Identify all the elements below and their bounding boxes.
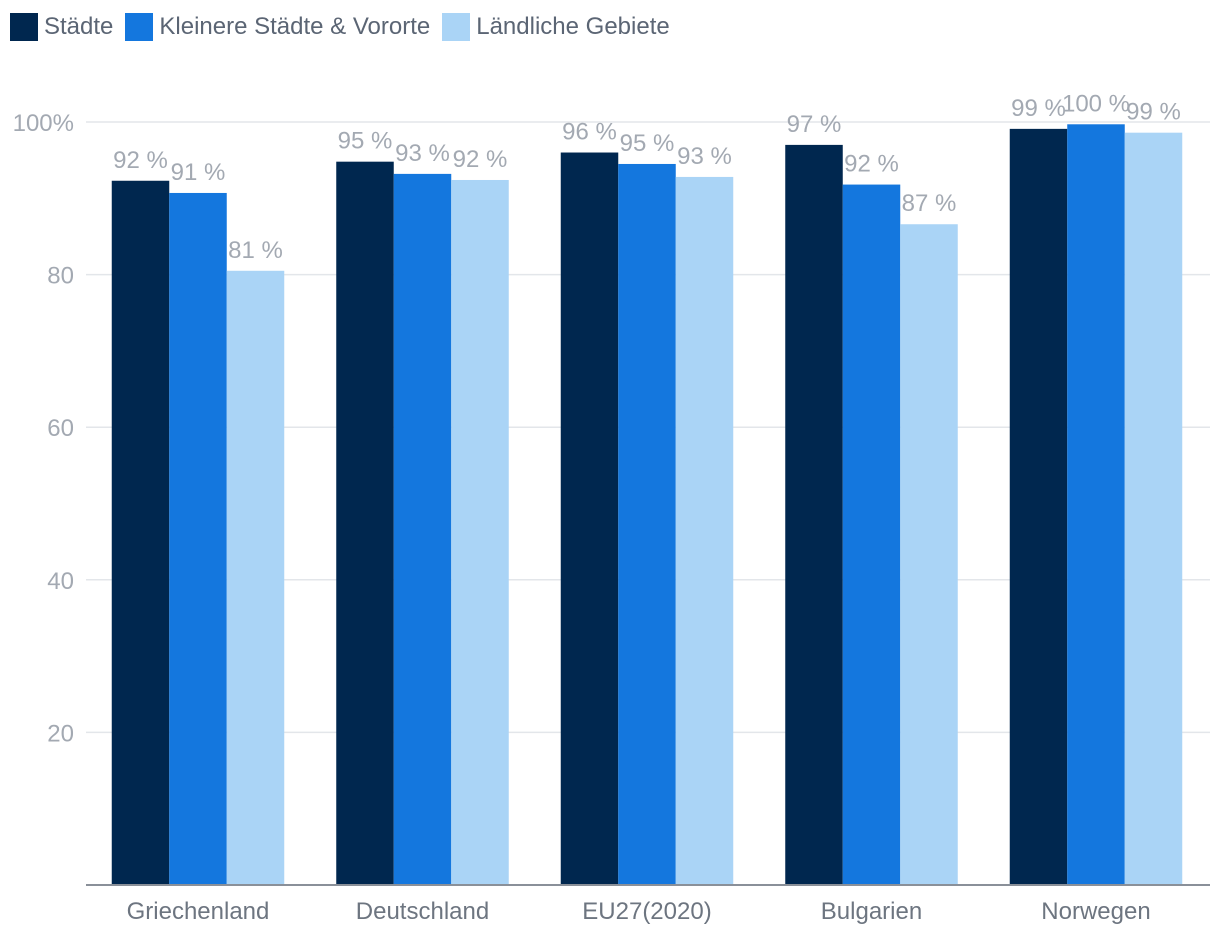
legend-label-laendliche-gebiete: Ländliche Gebiete <box>476 13 670 40</box>
data-label-2-0: 96 % <box>562 119 617 146</box>
bar-1-2 <box>451 179 509 885</box>
y-tick-label-20: 20 <box>47 720 74 747</box>
legend-swatch-laendliche-gebiete <box>442 13 471 41</box>
bar-3-1 <box>842 184 901 886</box>
legend-item-staedte[interactable]: Städte <box>10 13 113 41</box>
bar-2-2 <box>675 176 734 885</box>
legend-label-staedte: Städte <box>44 13 114 40</box>
chart-legend: Städte Kleinere Städte & Vororte Ländlic… <box>10 12 682 42</box>
bar-3-0 <box>785 144 843 885</box>
x-category-label-0: Griechenland <box>127 898 270 925</box>
data-label-1-2: 92 % <box>453 146 508 173</box>
legend-item-laendliche-gebiete[interactable]: Ländliche Gebiete <box>442 13 670 41</box>
bar-2-1 <box>618 163 676 886</box>
bar-4-0 <box>1009 128 1068 885</box>
data-label-4-2: 99 % <box>1126 99 1181 126</box>
data-label-1-1: 93 % <box>395 140 450 167</box>
legend-item-kleinere-staedte[interactable]: Kleinere Städte & Vororte <box>125 13 430 41</box>
legend-swatch-staedte <box>10 13 38 41</box>
bar-1-1 <box>393 173 452 885</box>
bar-1-0 <box>336 161 394 885</box>
bar-2-0 <box>560 152 619 885</box>
data-label-3-1: 92 % <box>844 151 899 178</box>
data-label-2-2: 93 % <box>677 143 732 170</box>
x-category-label-4: Norwegen <box>1041 898 1150 925</box>
bar-0-1 <box>169 192 227 886</box>
bar-4-1 <box>1067 124 1125 885</box>
y-tick-label-100: 100% <box>13 110 74 137</box>
data-label-0-0: 92 % <box>113 147 168 174</box>
data-label-4-1: 100 % <box>1062 90 1130 117</box>
x-category-label-3: Bulgarien <box>821 898 922 925</box>
data-label-2-1: 95 % <box>620 130 675 157</box>
bar-4-2 <box>1124 132 1183 885</box>
y-tick-label-40: 40 <box>47 568 74 595</box>
data-label-3-0: 97 % <box>787 111 842 138</box>
y-tick-label-60: 60 <box>47 415 74 442</box>
legend-label-kleinere-staedte: Kleinere Städte & Vororte <box>159 13 431 40</box>
data-label-1-0: 95 % <box>338 128 393 155</box>
data-label-4-0: 99 % <box>1011 95 1066 122</box>
data-label-0-2: 81 % <box>228 237 283 264</box>
y-tick-label-80: 80 <box>47 263 74 290</box>
data-label-0-1: 91 % <box>171 159 226 186</box>
legend-swatch-kleinere-staedte <box>125 13 154 41</box>
data-label-3-2: 87 % <box>902 190 957 217</box>
x-category-label-1: Deutschland <box>356 898 489 925</box>
bar-0-0 <box>111 180 170 886</box>
bar-3-2 <box>900 224 958 885</box>
bar-0-2 <box>226 270 285 885</box>
x-category-label-2: EU27(2020) <box>582 898 711 925</box>
